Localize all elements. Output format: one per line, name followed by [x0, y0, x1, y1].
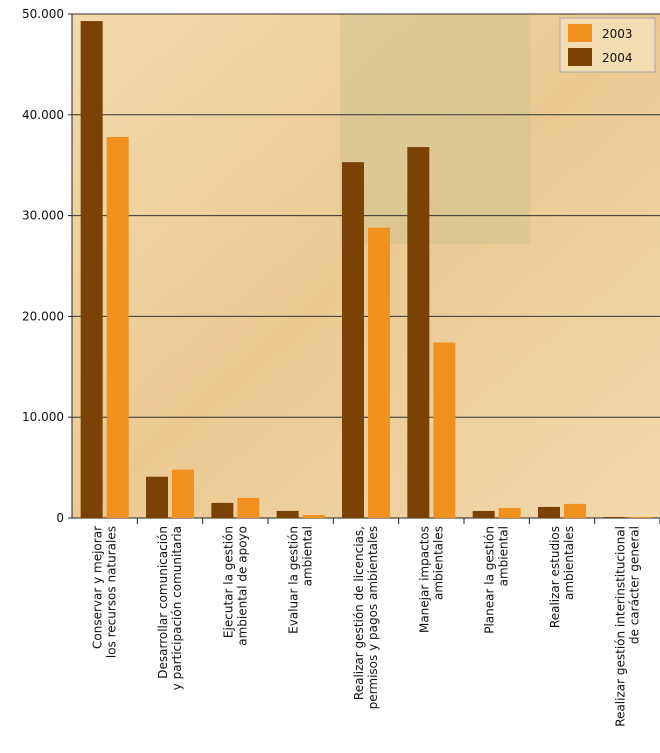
- bar: [629, 516, 652, 518]
- x-tick-label: Planear la gestiónambiental: [483, 526, 511, 634]
- bar: [603, 516, 626, 518]
- bar: [211, 502, 234, 518]
- bar: [106, 136, 129, 518]
- bar: [433, 342, 456, 518]
- x-tick-label-line: Manejar impactos: [417, 526, 431, 633]
- x-tick-label-line: Conservar y mejorar: [91, 526, 105, 649]
- x-tick-label: Conservar y mejorarlos recursos naturale…: [91, 526, 119, 658]
- bar: [237, 497, 260, 518]
- x-tick-label-line: Realizar gestión interinstitucional: [613, 526, 627, 727]
- x-tick-label: Ejecutar la gestiónambiental de apoyo: [221, 526, 249, 646]
- bar: [538, 506, 560, 518]
- x-tick-label-line: Planear la gestión: [483, 526, 497, 634]
- legend-label: 2004: [602, 51, 633, 65]
- x-tick-label-line: Ejecutar la gestión: [221, 526, 235, 638]
- x-tick-label-line: Realizar gestión de licencias,: [352, 526, 366, 700]
- y-tick-label: 50.000: [22, 7, 64, 21]
- y-tick-label: 0: [56, 511, 64, 525]
- x-tick-label-line: Realizar estudios: [548, 526, 562, 628]
- bar: [302, 514, 325, 518]
- x-tick-label: Realizar estudiosambientales: [548, 526, 576, 628]
- legend-swatch: [568, 24, 592, 42]
- x-tick-label-line: ambientales: [431, 526, 445, 600]
- x-tick-label-line: ambiental: [301, 526, 315, 586]
- plot-background: [72, 14, 660, 518]
- x-tick-label-line: Desarrollar comunicación: [156, 526, 170, 679]
- y-tick-label: 40.000: [22, 108, 64, 122]
- x-tick-label: Evaluar la gestiónambiental: [287, 526, 315, 634]
- x-tick-label-line: y participación comunitaria: [170, 526, 184, 690]
- legend-swatch: [568, 48, 592, 66]
- bar: [498, 507, 521, 518]
- bar: [146, 476, 168, 518]
- bar: [276, 510, 299, 518]
- bar: [172, 469, 194, 518]
- bar: [342, 162, 364, 518]
- x-tick-label: Manejar impactosambientales: [417, 526, 445, 633]
- bar: [407, 147, 430, 518]
- x-tick-label-line: ambientales: [562, 526, 576, 600]
- bar: [80, 21, 103, 518]
- x-tick-label-line: Evaluar la gestión: [287, 526, 301, 634]
- y-tick-label: 10.000: [22, 410, 64, 424]
- bar: [368, 227, 390, 519]
- legend-label: 2003: [602, 27, 633, 41]
- photo-shape: [340, 14, 530, 244]
- x-tick-label-line: permisos y pagos ambientales: [366, 526, 380, 709]
- x-tick-label-line: los recursos naturales: [105, 526, 119, 658]
- bar: [472, 510, 495, 518]
- y-tick-label: 20.000: [22, 309, 64, 323]
- y-tick-label: 30.000: [22, 209, 64, 223]
- x-tick-label: Realizar gestión de licencias,permisos y…: [352, 526, 380, 709]
- bar: [564, 503, 586, 518]
- x-tick-label: Desarrollar comunicacióny participación …: [156, 526, 184, 690]
- x-tick-label-line: ambiental: [497, 526, 511, 586]
- x-tick-label: Realizar gestión interinstitucionalde ca…: [613, 526, 641, 727]
- x-tick-label-line: ambiental de apoyo: [235, 526, 249, 646]
- x-tick-label-line: de carácter general: [627, 526, 641, 644]
